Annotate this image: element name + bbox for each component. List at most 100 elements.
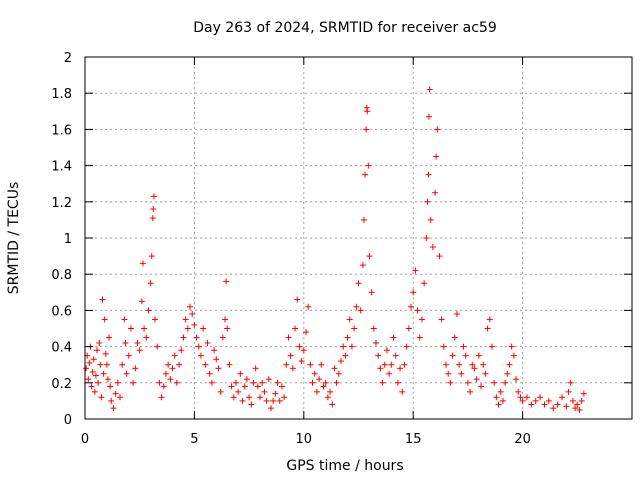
data-point [528, 401, 535, 408]
data-point [397, 365, 404, 372]
data-point [182, 316, 189, 323]
data-point [316, 376, 323, 383]
y-axis-label: SRMTID / TECUs [6, 182, 22, 295]
data-point [85, 376, 92, 383]
data-point [138, 298, 145, 305]
data-point [486, 316, 493, 323]
data-point [270, 397, 277, 404]
data-point [158, 394, 165, 401]
data-point [243, 376, 250, 383]
data-point [377, 365, 384, 372]
data-point [91, 388, 98, 395]
data-point [154, 343, 161, 350]
data-point [523, 394, 530, 401]
data-point [429, 244, 436, 251]
data-point [224, 325, 231, 332]
data-point [458, 370, 465, 377]
data-point [112, 390, 119, 397]
data-point [254, 383, 261, 390]
data-point [211, 347, 218, 354]
chart-title: Day 263 of 2024, SRMTID for receiver ac5… [193, 20, 497, 36]
data-point [274, 379, 281, 386]
data-point [469, 361, 476, 368]
data-point [307, 361, 314, 368]
data-point [283, 361, 290, 368]
data-point [309, 379, 316, 386]
data-point [353, 303, 360, 310]
data-point [449, 352, 456, 359]
data-point [478, 383, 485, 390]
y-tick-label: 0 [64, 413, 72, 428]
data-point [541, 401, 548, 408]
data-point [554, 401, 561, 408]
y-tick-label: 1.4 [51, 160, 72, 175]
data-point [433, 153, 440, 160]
data-point [373, 339, 380, 346]
data-point [296, 343, 303, 350]
data-point [148, 253, 155, 260]
data-point [165, 361, 172, 368]
data-point [337, 358, 344, 365]
data-point [239, 397, 246, 404]
data-point [141, 325, 148, 332]
data-point [250, 379, 257, 386]
data-point [364, 108, 371, 115]
data-point [567, 379, 574, 386]
data-point [447, 379, 454, 386]
data-point [537, 394, 544, 401]
data-point [134, 339, 141, 346]
data-point [228, 383, 235, 390]
data-point [383, 347, 390, 354]
data-point [217, 388, 224, 395]
data-point [219, 334, 226, 341]
data-point [563, 403, 570, 410]
data-point [178, 347, 185, 354]
y-tick-label: 1.8 [51, 87, 72, 102]
data-point [292, 325, 299, 332]
data-point [83, 365, 90, 372]
data-point [359, 262, 366, 269]
data-point [405, 325, 412, 332]
data-point [416, 334, 423, 341]
data-point [510, 352, 517, 359]
data-point [241, 383, 248, 390]
data-point [368, 289, 375, 296]
data-point [206, 370, 213, 377]
data-point [519, 397, 526, 404]
data-point [493, 394, 500, 401]
data-point [294, 296, 301, 303]
data-point [497, 388, 504, 395]
data-point [475, 352, 482, 359]
data-point [311, 370, 318, 377]
data-point [436, 253, 443, 260]
data-point [370, 325, 377, 332]
data-point [139, 260, 146, 267]
data-point [98, 394, 105, 401]
data-point [305, 303, 312, 310]
data-point [425, 113, 432, 120]
data-point [425, 171, 432, 178]
data-point [517, 394, 524, 401]
data-point [480, 361, 487, 368]
data-point [427, 216, 434, 223]
data-point [558, 394, 565, 401]
data-point [132, 365, 139, 372]
data-point [121, 316, 128, 323]
data-point [287, 352, 294, 359]
data-point [532, 397, 539, 404]
data-point [499, 397, 506, 404]
data-point [580, 390, 587, 397]
x-tick-label: 20 [514, 432, 531, 447]
data-point [451, 334, 458, 341]
data-point [578, 397, 585, 404]
data-point [322, 379, 329, 386]
data-point [195, 343, 202, 350]
data-point [335, 370, 342, 377]
data-point [223, 278, 230, 285]
data-point [410, 289, 417, 296]
data-point [394, 379, 401, 386]
data-point [252, 365, 259, 372]
data-point [281, 394, 288, 401]
data-point [222, 316, 229, 323]
data-point [97, 361, 104, 368]
